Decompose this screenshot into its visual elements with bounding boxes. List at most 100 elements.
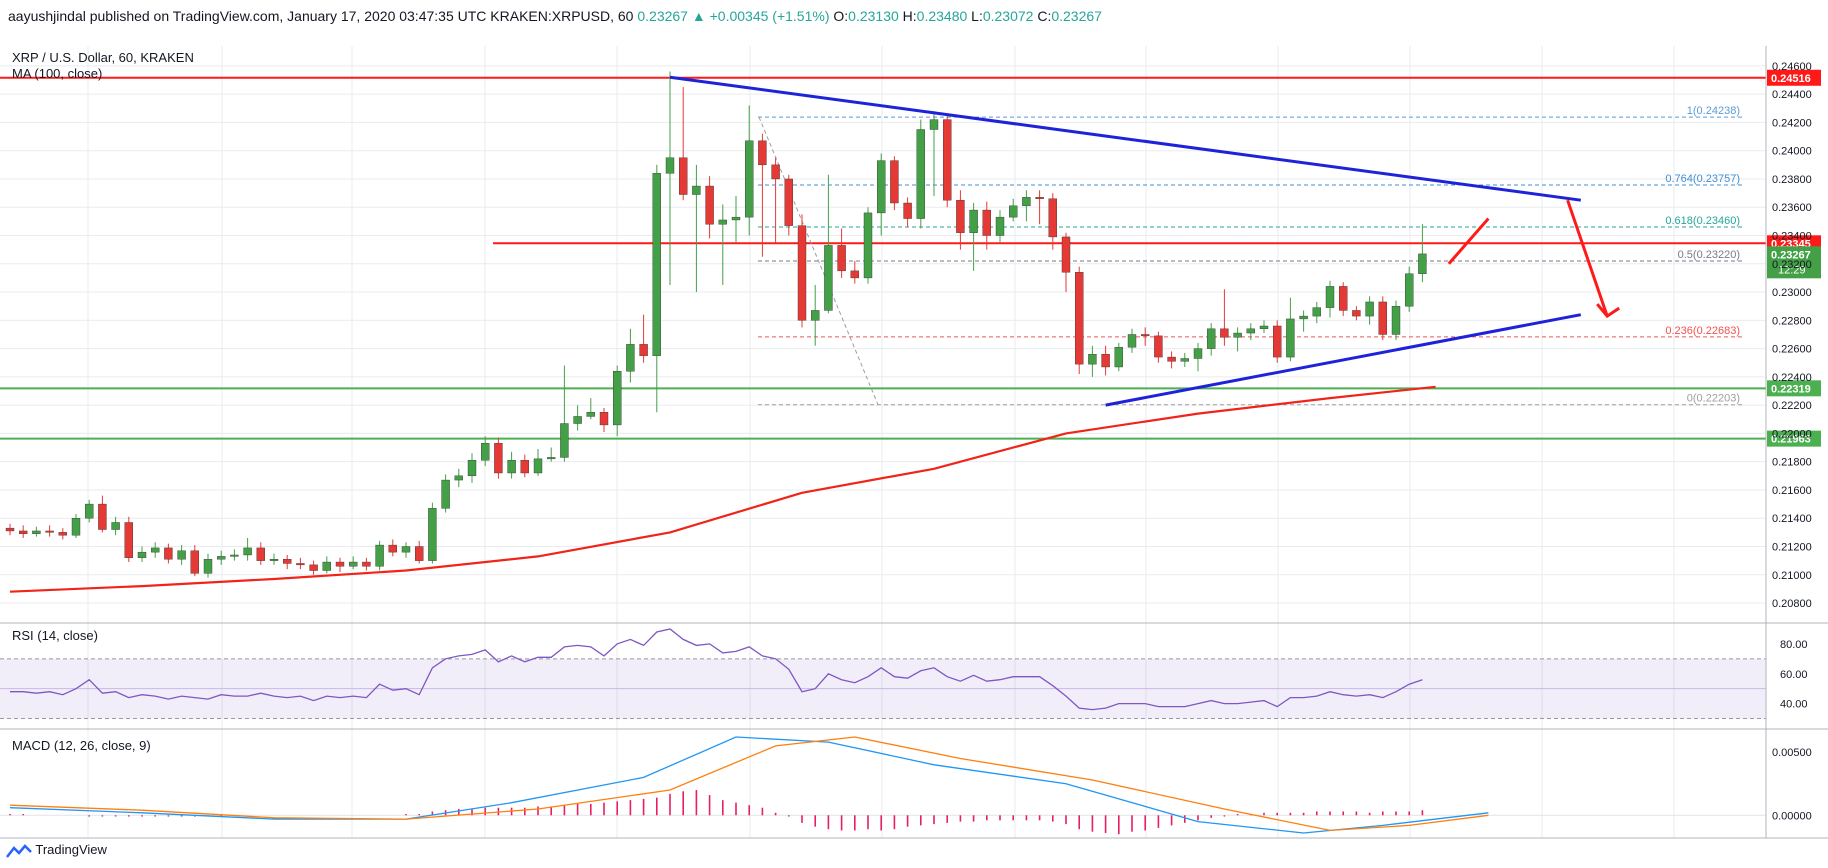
candle-body (216, 556, 226, 560)
candle-body (1061, 236, 1071, 273)
candle-body (916, 129, 925, 219)
candle-body (1088, 354, 1097, 365)
candle-body (1259, 325, 1269, 330)
y-tick-label: 0.24600 (1772, 61, 1812, 73)
y-tick-label: 0.21400 (1772, 513, 1812, 525)
last-price-label: 0.23267 (1771, 249, 1811, 261)
candle-body (560, 423, 569, 458)
publisher-name[interactable]: aayushjindal (8, 8, 86, 24)
close-label: C: (1037, 8, 1052, 24)
rsi-tick-label: 80.00 (1780, 639, 1808, 651)
candle-body (797, 225, 807, 321)
candle-body (784, 178, 793, 226)
price-change: +0.00345 (+1.51%) (709, 8, 830, 24)
candle-body (1114, 346, 1124, 368)
candle-body (1404, 273, 1414, 307)
candle-body (256, 547, 265, 561)
fib-label: 0(0.22203) (1687, 393, 1740, 405)
fib-label: 0.618(0.23460) (1665, 215, 1740, 227)
last-price: 0.23267 (637, 8, 688, 24)
candle-body (1391, 305, 1401, 335)
y-tick-label: 0.24400 (1772, 89, 1812, 101)
level-label: 0.22319 (1771, 383, 1811, 395)
candle-body (507, 460, 516, 474)
fib-label: 0.236(0.22683) (1665, 325, 1740, 337)
chart-canvas[interactable]: 0.245160.233450.223190.219630.2326712:29… (0, 46, 1828, 840)
candle-body (401, 546, 411, 553)
candle-body (1365, 301, 1374, 317)
candle-body (982, 209, 991, 236)
candles (5, 71, 1427, 578)
candle-body (1140, 334, 1150, 337)
y-tick-label: 0.23000 (1772, 287, 1812, 299)
candle-body (335, 561, 345, 567)
candle-body (322, 561, 331, 571)
candle-body (599, 412, 609, 426)
footer-brand[interactable]: TradingView (35, 842, 107, 857)
macd-label: MACD (12, 26, close, 9) (12, 738, 151, 753)
candle-body (388, 544, 397, 553)
y-tick-label: 0.22800 (1772, 315, 1812, 327)
trendline (1105, 313, 1582, 407)
candle-body (547, 457, 556, 460)
candle-body (1167, 356, 1176, 362)
drawings[interactable] (669, 75, 1621, 407)
candle-body (1180, 358, 1190, 362)
y-tick-label: 0.22400 (1772, 372, 1812, 384)
candle-body (84, 503, 94, 519)
header-bar: aayushjindal published on TradingView.co… (0, 0, 1828, 50)
candle-body (586, 412, 595, 417)
candle-body (481, 443, 490, 461)
open-value: 0.23130 (848, 8, 899, 24)
y-tick-label: 0.23800 (1772, 174, 1812, 186)
fib-label: 0.5(0.23220) (1678, 249, 1740, 261)
y-tick-label: 0.21000 (1772, 570, 1812, 582)
ma-100-path (9, 385, 1436, 593)
signal-line (9, 736, 1489, 832)
candle-body (98, 503, 107, 530)
candle-body (454, 475, 463, 481)
chart-title: XRP / U.S. Dollar, 60, KRAKEN (12, 50, 194, 65)
candle-body (1299, 315, 1308, 320)
candle-body (1338, 286, 1348, 311)
symbol-name[interactable]: KRAKEN:XRPUSD (490, 8, 611, 24)
candle-body (929, 119, 939, 130)
ma-label: MA (100, close) (12, 66, 102, 81)
candle-body (850, 270, 859, 279)
rsi-tick-label: 40.00 (1780, 699, 1808, 711)
level-label: 0.21963 (1771, 434, 1811, 446)
candle-body (5, 527, 15, 532)
axes: 1312:001412:001512:001612:001712:001812:… (0, 46, 1828, 839)
low-label: L: (971, 8, 983, 24)
y-tick-label: 0.22200 (1772, 400, 1812, 412)
y-tick-label: 0.23400 (1772, 231, 1812, 243)
arrow-head (1596, 303, 1621, 319)
candle-body (203, 559, 213, 574)
candle-body (150, 547, 160, 553)
last-price-tag (1767, 246, 1821, 279)
y-tick-label: 0.24000 (1772, 146, 1812, 158)
candle-body (758, 140, 767, 166)
candle-body (441, 479, 450, 509)
candle-body (177, 550, 186, 560)
candle-body (309, 564, 318, 571)
candle-body (1127, 334, 1137, 348)
y-tick-label: 0.22000 (1772, 428, 1812, 440)
candle-body (863, 212, 873, 279)
candle-body (1101, 354, 1110, 368)
candle-body (679, 157, 688, 195)
candle-body (1352, 310, 1361, 317)
candle-body (1246, 328, 1256, 334)
candle-body (837, 245, 846, 272)
candle-body (111, 522, 120, 530)
high-label: H: (902, 8, 917, 24)
fibonacci-levels[interactable]: 1(0.24238) 0.764(0.23757) 0.618(0.23460) 0.… (758, 105, 1742, 406)
high-value: 0.23480 (916, 8, 968, 24)
candle-body (771, 164, 780, 180)
level-tag (1767, 430, 1821, 447)
candle-body (639, 344, 648, 356)
candle-body (969, 209, 978, 233)
candle-body (1193, 348, 1203, 359)
candle-body (652, 173, 661, 356)
